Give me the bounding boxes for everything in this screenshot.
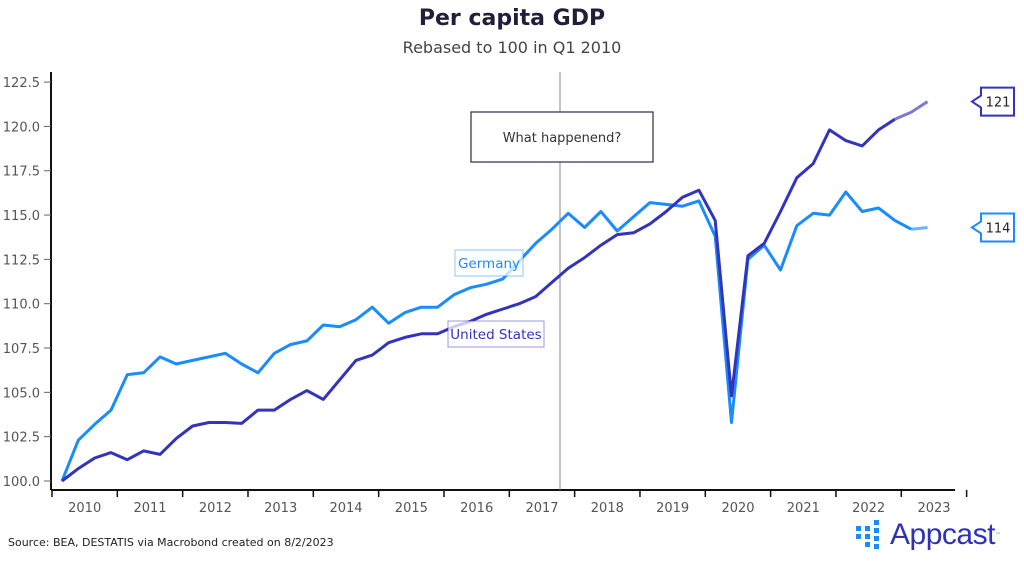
- y-tick-label: 107.5: [3, 342, 40, 357]
- series-label: Germany: [458, 256, 520, 272]
- x-tick-label: 2010: [68, 501, 101, 516]
- x-tick-label: 2017: [525, 501, 558, 516]
- end-label-value: 114: [986, 221, 1011, 236]
- y-tick-label: 105.0: [3, 386, 40, 401]
- y-tick-label: 120.0: [3, 120, 40, 135]
- end-label-value: 121: [986, 96, 1011, 111]
- appcast-logo: Appcast ™: [856, 518, 1001, 552]
- x-tick-label: 2018: [591, 501, 624, 516]
- y-tick-label: 115.0: [3, 209, 40, 224]
- series-line-estimate: [911, 226, 928, 231]
- series-label: United States: [450, 327, 541, 343]
- end-label-box: [970, 86, 1015, 117]
- series-line-united-states: [61, 118, 896, 483]
- y-tick-label: 100.0: [3, 475, 40, 490]
- x-tick-label: 2013: [264, 501, 297, 516]
- annotation-box: [470, 111, 654, 163]
- y-tick-label: 112.5: [3, 253, 40, 268]
- x-tick-label: 2022: [852, 501, 885, 516]
- x-tick-label: 2020: [721, 501, 754, 516]
- x-tick-label: 2015: [395, 501, 428, 516]
- logo-dots-icon: [856, 520, 879, 549]
- logo-text: Appcast: [890, 518, 995, 551]
- source-note: Source: BEA, DESTATIS via Macrobond crea…: [8, 536, 334, 549]
- annotation-text: What happenend?: [503, 131, 622, 146]
- x-tick-label: 2019: [656, 501, 689, 516]
- y-tick-label: 110.0: [3, 298, 40, 313]
- y-tick-label: 117.5: [3, 165, 40, 180]
- end-label-united-states: 121: [970, 86, 1015, 117]
- x-tick-label: 2021: [787, 501, 820, 516]
- x-tick-label: 2011: [133, 501, 166, 516]
- x-tick-label: 2012: [199, 501, 232, 516]
- x-tick-label: 2014: [329, 501, 362, 516]
- series-label-box: [454, 249, 524, 277]
- series-label-box: [447, 320, 545, 348]
- x-tick-label: 2023: [917, 501, 950, 516]
- x-tick-label: 2016: [460, 501, 493, 516]
- y-tick-label: 122.5: [3, 76, 40, 91]
- trademark: ™: [994, 531, 1001, 539]
- chart-title: Per capita GDP: [418, 6, 606, 31]
- y-tick-label: 102.5: [3, 431, 40, 446]
- end-label-box: [970, 212, 1015, 243]
- chart-subtitle: Rebased to 100 in Q1 2010: [402, 38, 622, 57]
- series-line-estimate: [894, 100, 929, 121]
- end-label-germany: 114: [970, 212, 1015, 243]
